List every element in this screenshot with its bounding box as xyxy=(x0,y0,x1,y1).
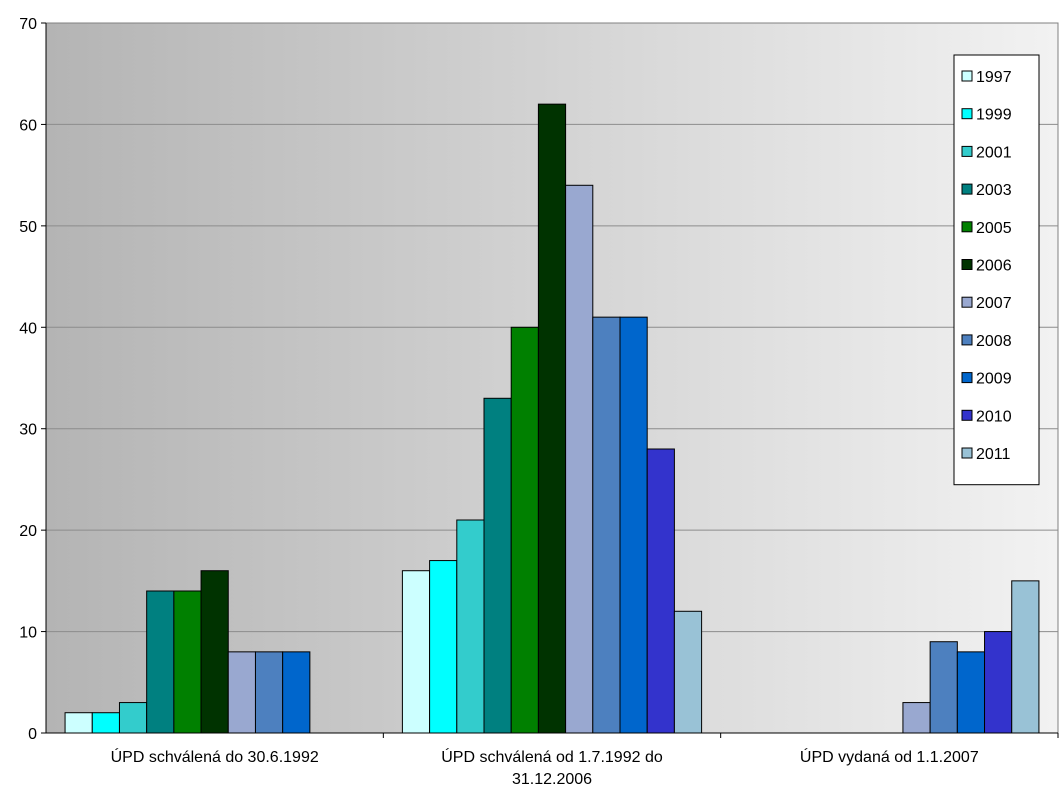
y-tick-label: 60 xyxy=(19,117,37,134)
legend-swatch xyxy=(961,183,973,195)
bar-1999-cat-1 xyxy=(91,712,120,734)
legend-label: 2001 xyxy=(976,144,1012,161)
bar-2011-cat-2 xyxy=(673,610,703,734)
bar-2007-cat-2 xyxy=(565,184,594,734)
x-tick-label: ÚPD schválená do 30.6.1992 xyxy=(111,747,319,766)
bar-2001-cat-2 xyxy=(456,519,485,734)
bar-1997-cat-2 xyxy=(401,570,431,734)
legend-swatch xyxy=(961,372,973,384)
bar-2003-cat-2 xyxy=(483,397,512,734)
bar-2009-cat-3 xyxy=(956,651,986,734)
legend-swatch xyxy=(961,334,973,346)
bar-2007-cat-3 xyxy=(902,702,931,734)
legend-label: 2009 xyxy=(976,371,1012,388)
legend-label: 2003 xyxy=(976,182,1012,199)
legend-label: 2007 xyxy=(976,295,1012,312)
legend-label: 2010 xyxy=(976,408,1012,425)
legend-label: 2011 xyxy=(976,446,1011,463)
x-tick-label: ÚPD schválená od 1.7.1992 do xyxy=(441,747,663,766)
bar-2010-cat-2 xyxy=(646,448,675,734)
bar-2009-cat-2 xyxy=(619,316,648,734)
bar-2010-cat-3 xyxy=(984,631,1013,734)
y-tick-label: 20 xyxy=(19,523,37,540)
y-tick-label: 0 xyxy=(28,726,37,743)
bar-2008-cat-3 xyxy=(929,641,958,734)
legend-swatch xyxy=(961,447,973,459)
bar-2007-cat-1 xyxy=(227,651,256,734)
axes xyxy=(41,22,1059,738)
bar-2006-cat-2 xyxy=(537,103,567,734)
bar-2003-cat-1 xyxy=(146,590,175,734)
bar-2008-cat-2 xyxy=(592,316,621,734)
y-tick-label: 70 xyxy=(19,16,37,33)
y-tick-label: 30 xyxy=(19,422,37,439)
legend: 1997 1999 2001 2003 2005 2006 2007 2008 2009 2010… xyxy=(953,54,1040,486)
bars xyxy=(64,103,1040,734)
legend-swatch xyxy=(961,221,973,233)
y-tick-label: 10 xyxy=(19,625,37,642)
bar-2011-cat-3 xyxy=(1011,580,1040,734)
legend-swatch xyxy=(961,108,973,120)
legend-label: 1999 xyxy=(976,107,1012,124)
bar-2001-cat-1 xyxy=(118,702,148,734)
legend-swatch xyxy=(961,70,973,82)
legend-label: 2006 xyxy=(976,258,1012,275)
x-tick-labels: ÚPD schválená do 30.6.1992 ÚPD schválená … xyxy=(111,747,979,788)
y-tick-label: 50 xyxy=(19,219,37,236)
x-tick-label: 31.12.2006 xyxy=(512,771,592,788)
bar-1999-cat-2 xyxy=(429,560,458,734)
x-tick-label: ÚPD vydaná od 1.1.2007 xyxy=(800,747,979,766)
legend-swatch xyxy=(961,145,973,157)
legend-label: 2005 xyxy=(976,220,1012,237)
bar-2009-cat-1 xyxy=(282,651,311,734)
legend-swatch xyxy=(961,259,973,270)
legend-label: 1997 xyxy=(976,69,1012,86)
legend-swatch xyxy=(961,409,973,421)
bar-2008-cat-1 xyxy=(254,651,284,734)
y-tick-labels: 0 10 20 30 40 50 60 70 xyxy=(19,16,37,743)
legend-swatch xyxy=(961,296,973,308)
bar-2005-cat-1 xyxy=(173,590,202,734)
bar-2006-cat-1 xyxy=(200,570,229,734)
legend-label: 2008 xyxy=(976,333,1012,350)
bar-2005-cat-2 xyxy=(510,326,539,734)
bar-1997-cat-1 xyxy=(64,712,93,734)
y-tick-label: 40 xyxy=(19,320,37,337)
